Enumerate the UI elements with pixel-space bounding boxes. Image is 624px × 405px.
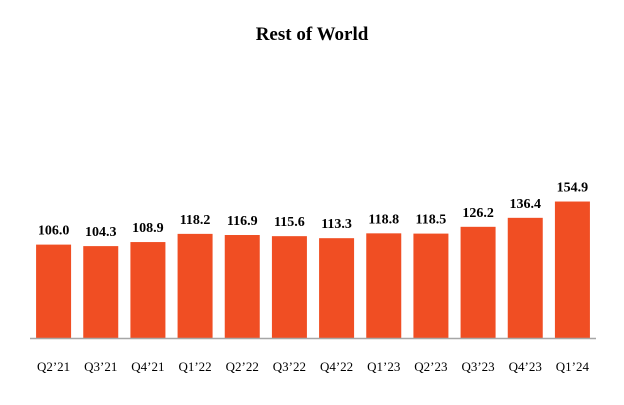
- x-tick-label: Q1’23: [367, 359, 400, 374]
- bar-value-label: 154.9: [557, 181, 589, 196]
- bar: [460, 226, 496, 338]
- bar-value-label: 118.8: [368, 212, 399, 227]
- bar: [319, 238, 355, 338]
- bar-value-label: 108.9: [132, 221, 164, 236]
- bars-group: [36, 201, 590, 338]
- x-tick-label: Q3’22: [273, 359, 306, 374]
- bar: [36, 244, 72, 338]
- bar-value-label: 116.9: [227, 214, 258, 229]
- x-tick-label: Q2’23: [414, 359, 447, 374]
- bar-value-label: 136.4: [510, 197, 542, 212]
- bar: [177, 233, 213, 338]
- bar: [554, 201, 590, 338]
- bar: [83, 246, 119, 338]
- bar-value-label: 113.3: [321, 217, 352, 232]
- bar-value-label: 118.2: [180, 213, 211, 228]
- bar-value-label: 115.6: [274, 215, 305, 230]
- x-tick-label: Q4’21: [131, 359, 164, 374]
- x-tick-label: Q1’22: [178, 359, 211, 374]
- x-tick-labels-group: Q2’21 Q3’21 Q4’21 Q1’22 Q2’22 Q3’22 Q4’22 Q1’23…: [37, 359, 590, 374]
- bar-value-label: 106.0: [38, 224, 70, 239]
- bar-value-label: 104.3: [85, 225, 117, 240]
- bar: [271, 236, 307, 338]
- bar: [366, 233, 402, 338]
- x-tick-label: Q4’23: [509, 359, 542, 374]
- x-tick-label: Q1’24: [556, 359, 590, 374]
- chart-title: Rest of World: [255, 24, 369, 45]
- bar-value-label: 126.2: [462, 206, 494, 221]
- x-tick-label: Q3’23: [461, 359, 494, 374]
- x-tick-label: Q2’22: [226, 359, 259, 374]
- bar: [130, 242, 166, 338]
- bar-value-label: 118.5: [416, 213, 447, 228]
- x-tick-label: Q2’21: [37, 359, 70, 374]
- bar: [507, 217, 543, 338]
- value-labels-group: 106.0 104.3 108.9 118.2 116.9 115.6 113.3 118.8…: [38, 181, 588, 241]
- bar: [224, 235, 260, 338]
- bar: [413, 233, 449, 338]
- x-tick-label: Q3’21: [84, 359, 117, 374]
- x-tick-label: Q4’22: [320, 359, 353, 374]
